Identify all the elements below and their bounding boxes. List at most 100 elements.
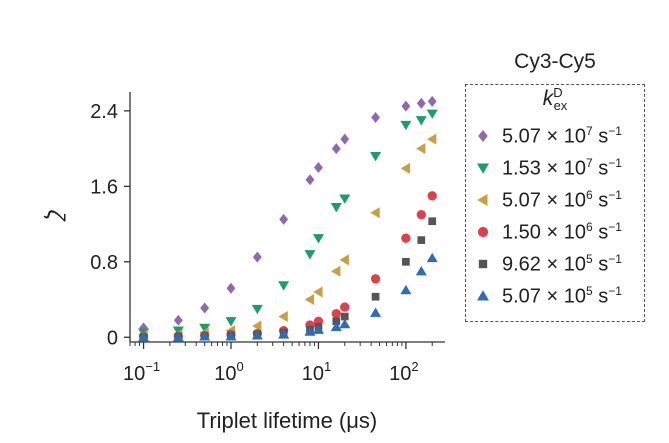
legend-item: 1.53 × 107 s−1 (474, 154, 622, 182)
data-point-series-6 (415, 266, 427, 276)
data-point-series-5 (417, 236, 426, 244)
data-point-series-3 (278, 311, 288, 323)
data-point-series-1 (226, 282, 236, 294)
data-point-series-1 (173, 314, 183, 326)
legend-marker (477, 163, 489, 174)
data-point-series-2 (339, 194, 351, 204)
data-point-series-6 (304, 326, 316, 336)
data-point-series-5 (340, 312, 349, 321)
data-point-series-1 (416, 97, 426, 109)
data-point-series-5 (332, 317, 341, 326)
legend-title: Cy3-Cy5 (514, 50, 596, 73)
legend-marker-shape (477, 194, 488, 206)
legend-marker-shape (478, 130, 488, 142)
y-tick-label: 2.4 (90, 101, 118, 123)
data-point-series-2 (172, 326, 184, 336)
data-point-series-2 (199, 323, 211, 334)
x-tick-label: 10−1 (123, 359, 160, 385)
data-point-series-6 (330, 321, 342, 332)
x-tick-label: 101 (302, 359, 331, 385)
legend-marker (478, 130, 488, 142)
y-tick-label: 0 (107, 327, 118, 349)
data-point-series-3 (339, 254, 349, 266)
legend-marker-shape (477, 226, 489, 238)
x-tick-label: 100 (214, 359, 243, 385)
data-point-series-3 (304, 294, 315, 306)
data-points (138, 95, 438, 342)
data-point-series-6 (426, 252, 438, 263)
axes (129, 92, 445, 343)
legend-subtitle: kDex (465, 86, 645, 112)
data-point-series-4 (340, 302, 350, 312)
data-point-series-1 (371, 111, 380, 123)
data-point-series-6 (251, 330, 263, 340)
data-point-series-4 (331, 309, 341, 319)
data-point-series-1 (331, 143, 341, 155)
legend-marker-shape (477, 290, 489, 301)
data-point-series-4 (427, 191, 437, 201)
legend-item: 1.50 × 106 s−1 (474, 218, 622, 246)
data-point-series-3 (252, 320, 262, 332)
legend-marker-shape (478, 259, 488, 269)
legend-subtitle-sup: D (553, 85, 563, 100)
data-point-series-6 (312, 324, 324, 334)
data-point-series-6 (370, 307, 382, 317)
data-point-series-2 (415, 116, 427, 126)
data-point-series-1 (401, 100, 411, 112)
data-point-series-3 (426, 133, 437, 145)
legend-item: 5.07 × 105 s−1 (474, 282, 622, 310)
y-tick-label: 1.6 (90, 176, 118, 198)
x-tick-label: 102 (389, 359, 418, 385)
legend-label: 5.07 × 107 s−1 (502, 123, 622, 148)
y-tick-label: 0.8 (90, 252, 118, 274)
data-point-series-4 (416, 209, 426, 220)
data-point-series-5 (402, 257, 410, 266)
data-point-series-6 (225, 331, 237, 341)
legend-marker (478, 259, 488, 269)
legend-marker-shape (477, 163, 489, 174)
x-axis-label: Triplet lifetime (μs) (197, 408, 378, 433)
data-point-series-2 (251, 304, 263, 315)
data-point-series-6 (172, 332, 184, 342)
legend-marker (477, 194, 488, 206)
data-point-series-5 (371, 292, 380, 301)
data-point-series-1 (314, 161, 323, 173)
legend-item: 9.62 × 105 s−1 (474, 250, 622, 278)
legend-item: 5.07 × 107 s−1 (474, 122, 622, 150)
data-point-series-2 (400, 120, 412, 131)
data-point-series-1 (279, 213, 289, 225)
data-point-series-2 (370, 152, 382, 162)
legend-box (465, 84, 645, 322)
data-point-series-6 (138, 332, 150, 342)
data-point-series-3 (313, 286, 323, 298)
data-point-series-2 (312, 234, 324, 244)
legend-marker (477, 290, 489, 301)
legend-label: 5.07 × 105 s−1 (502, 283, 622, 308)
data-point-series-1 (427, 95, 437, 107)
data-point-series-3 (416, 143, 426, 155)
data-point-series-3 (331, 265, 341, 277)
data-point-series-4 (370, 274, 381, 284)
legend-label: 1.53 × 107 s−1 (502, 155, 622, 180)
data-point-series-1 (252, 251, 262, 263)
data-point-series-2 (426, 109, 438, 119)
data-point-series-1 (305, 174, 315, 186)
legend-label: 1.50 × 106 s−1 (502, 219, 622, 244)
data-point-series-6 (400, 284, 412, 295)
data-point-series-6 (339, 318, 351, 329)
ticks: 0 0.8 1.6 2.4 10−1 100 101 102 (90, 101, 433, 385)
data-point-series-4 (401, 233, 411, 243)
data-point-series-2 (304, 250, 316, 260)
legend-marker (477, 226, 489, 238)
legend-label: 9.62 × 105 s−1 (502, 251, 622, 276)
legend-label: 5.07 × 106 s−1 (502, 187, 622, 212)
legend-subtitle-sub: ex (553, 98, 568, 114)
data-point-series-3 (370, 207, 380, 219)
data-point-series-2 (330, 202, 342, 213)
legend-subtitle-base: k (542, 87, 554, 110)
data-point-series-3 (400, 162, 411, 174)
data-point-series-1 (340, 133, 350, 145)
legend-item: 5.07 × 106 s−1 (474, 186, 622, 214)
